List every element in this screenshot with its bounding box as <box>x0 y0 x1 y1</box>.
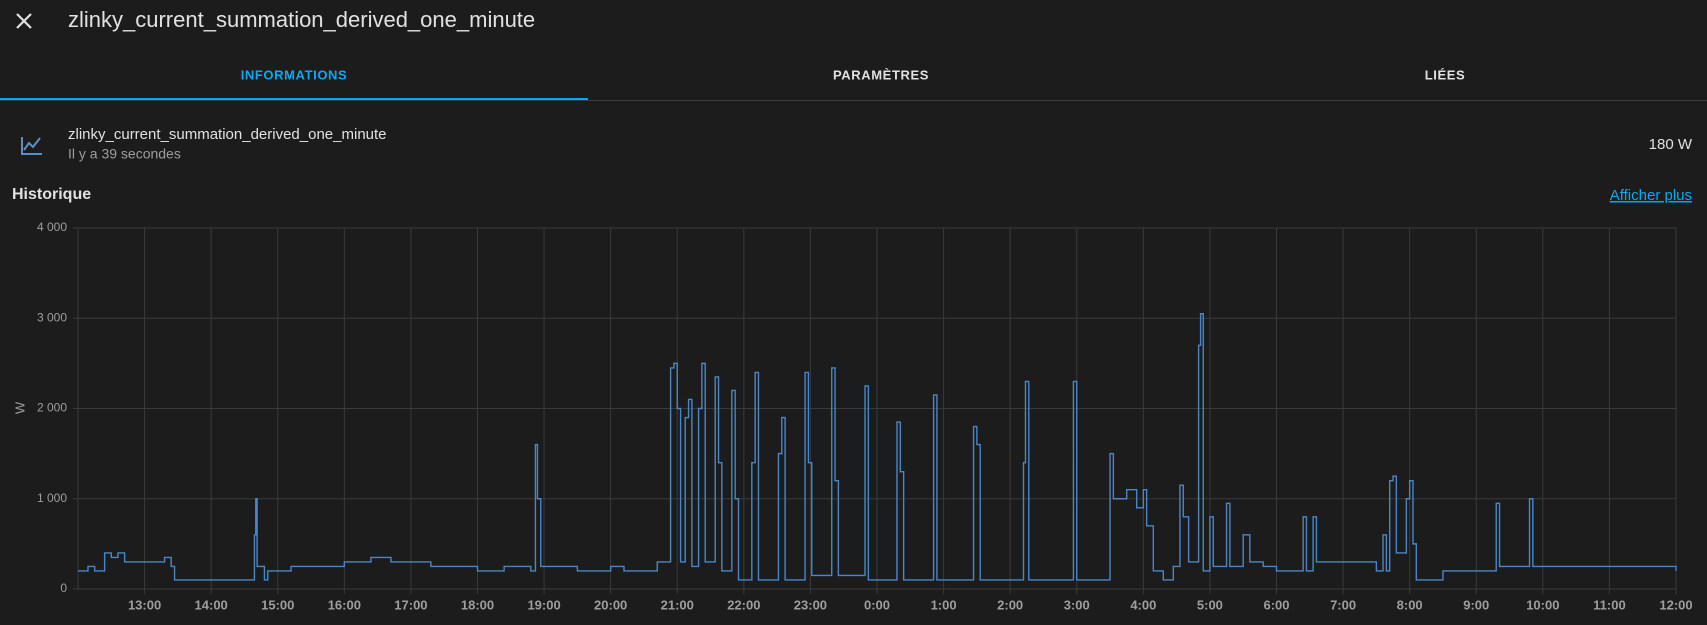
x-tick-label: 19:00 <box>527 597 560 612</box>
x-tick-label: 2:00 <box>997 597 1023 612</box>
entity-icon <box>21 137 42 155</box>
x-tick-label: 20:00 <box>594 597 627 612</box>
data-line <box>78 313 1677 581</box>
x-tick-label: 17:00 <box>394 597 427 612</box>
x-tick-label: 15:00 <box>261 597 294 612</box>
tab-indicator <box>0 98 588 100</box>
close-button[interactable] <box>16 13 32 29</box>
more-link[interactable]: Afficher plus <box>1610 187 1692 204</box>
x-tick-label: 0:00 <box>864 597 890 612</box>
y-axis-label: W <box>12 401 27 414</box>
y-tick-label: 3 000 <box>37 310 67 324</box>
close-icon <box>16 13 32 29</box>
x-tick-label: 4:00 <box>1130 597 1156 612</box>
x-tick-label: 6:00 <box>1263 597 1289 612</box>
x-tick-label: 18:00 <box>461 597 494 612</box>
x-tick-label: 12:00 <box>1659 597 1692 612</box>
x-tick-label: 13:00 <box>128 597 161 612</box>
x-tick-label: 9:00 <box>1463 597 1489 612</box>
x-tick-label: 7:00 <box>1330 597 1356 612</box>
tab[interactable]: INFORMATIONS <box>241 67 348 82</box>
entity-state: 180 W <box>1649 136 1693 153</box>
x-tick-label: 23:00 <box>794 597 827 612</box>
x-tick-label: 11:00 <box>1593 597 1626 612</box>
x-tick-label: 8:00 <box>1397 597 1423 612</box>
x-tick-label: 1:00 <box>931 597 957 612</box>
y-tick-label: 1 000 <box>37 491 67 505</box>
last-changed: Il y a 39 secondes <box>68 146 181 162</box>
y-tick-label: 2 000 <box>37 401 67 415</box>
tab[interactable]: LIÉES <box>1425 67 1466 82</box>
x-tick-label: 16:00 <box>328 597 361 612</box>
x-tick-label: 3:00 <box>1064 597 1090 612</box>
x-tick-label: 21:00 <box>661 597 694 612</box>
y-tick-label: 4 000 <box>37 220 67 234</box>
x-tick-label: 10:00 <box>1526 597 1559 612</box>
dialog-title: zlinky_current_summation_derived_one_min… <box>68 7 535 32</box>
x-tick-label: 5:00 <box>1197 597 1223 612</box>
x-tick-label: 14:00 <box>195 597 228 612</box>
x-tick-label: 22:00 <box>727 597 760 612</box>
tab[interactable]: PARAMÈTRES <box>833 67 929 82</box>
history-title: Historique <box>12 186 91 203</box>
y-tick-label: 0 <box>60 581 67 595</box>
divider <box>0 100 1707 101</box>
entity-name: zlinky_current_summation_derived_one_min… <box>68 126 387 143</box>
